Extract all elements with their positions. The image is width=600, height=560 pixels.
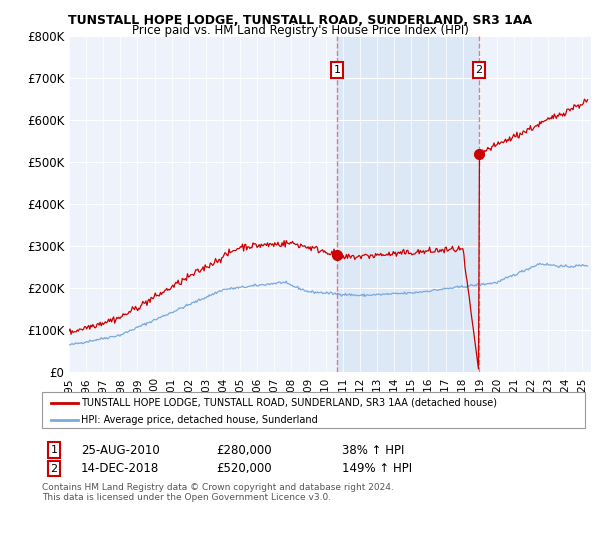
Text: 38% ↑ HPI: 38% ↑ HPI	[342, 444, 404, 457]
Text: £280,000: £280,000	[216, 444, 272, 457]
Text: HPI: Average price, detached house, Sunderland: HPI: Average price, detached house, Sund…	[81, 415, 318, 425]
Bar	[337, 36, 479, 372]
Text: 1: 1	[334, 65, 340, 75]
Text: 149% ↑ HPI: 149% ↑ HPI	[342, 462, 412, 475]
Text: Price paid vs. HM Land Registry's House Price Index (HPI): Price paid vs. HM Land Registry's House …	[131, 24, 469, 37]
Text: 14-DEC-2018: 14-DEC-2018	[81, 462, 159, 475]
Text: TUNSTALL HOPE LODGE, TUNSTALL ROAD, SUNDERLAND, SR3 1AA (detached house): TUNSTALL HOPE LODGE, TUNSTALL ROAD, SUND…	[81, 398, 497, 408]
Text: TUNSTALL HOPE LODGE, TUNSTALL ROAD, SUNDERLAND, SR3 1AA: TUNSTALL HOPE LODGE, TUNSTALL ROAD, SUND…	[68, 14, 532, 27]
Text: 2: 2	[50, 464, 58, 474]
Text: 2: 2	[475, 65, 482, 75]
Text: Contains HM Land Registry data © Crown copyright and database right 2024.
This d: Contains HM Land Registry data © Crown c…	[42, 483, 394, 502]
Text: 1: 1	[50, 445, 58, 455]
Text: 25-AUG-2010: 25-AUG-2010	[81, 444, 160, 457]
Text: £520,000: £520,000	[216, 462, 272, 475]
